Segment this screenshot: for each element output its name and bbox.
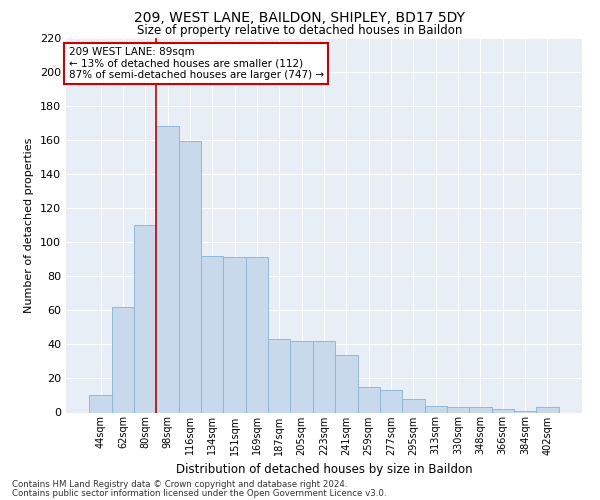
Bar <box>402 399 425 412</box>
Bar <box>112 307 134 412</box>
Text: Size of property relative to detached houses in Baildon: Size of property relative to detached ho… <box>137 24 463 37</box>
Bar <box>469 408 491 412</box>
Text: 209, WEST LANE, BAILDON, SHIPLEY, BD17 5DY: 209, WEST LANE, BAILDON, SHIPLEY, BD17 5… <box>134 12 466 26</box>
Bar <box>89 396 112 412</box>
X-axis label: Distribution of detached houses by size in Baildon: Distribution of detached houses by size … <box>176 463 472 476</box>
Text: Contains HM Land Registry data © Crown copyright and database right 2024.: Contains HM Land Registry data © Crown c… <box>12 480 347 489</box>
Bar <box>425 406 447 412</box>
Bar <box>536 408 559 412</box>
Bar <box>157 126 179 412</box>
Text: 209 WEST LANE: 89sqm
← 13% of detached houses are smaller (112)
87% of semi-deta: 209 WEST LANE: 89sqm ← 13% of detached h… <box>68 47 324 80</box>
Bar <box>447 408 469 412</box>
Bar <box>380 390 402 412</box>
Bar <box>246 258 268 412</box>
Bar <box>313 341 335 412</box>
Bar <box>179 142 201 412</box>
Bar <box>290 341 313 412</box>
Bar <box>268 339 290 412</box>
Y-axis label: Number of detached properties: Number of detached properties <box>25 138 34 312</box>
Bar <box>358 387 380 412</box>
Bar <box>491 409 514 412</box>
Bar <box>223 258 246 412</box>
Bar <box>335 354 358 412</box>
Text: Contains public sector information licensed under the Open Government Licence v3: Contains public sector information licen… <box>12 488 386 498</box>
Bar <box>514 411 536 412</box>
Bar <box>134 225 157 412</box>
Bar <box>201 256 223 412</box>
